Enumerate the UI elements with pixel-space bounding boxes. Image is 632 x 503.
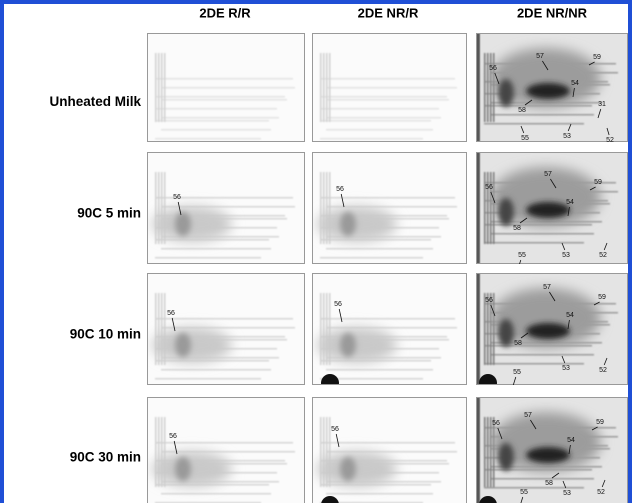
gel-panel: 56 57 59 54 58 55 53 52: [476, 273, 628, 392]
spot-label: 52: [599, 252, 607, 259]
gel-artifact: [479, 374, 497, 392]
spot-label: 59: [593, 54, 601, 61]
column-header: 2DE NR/NR: [517, 5, 588, 20]
row-label: 90C 10 min: [70, 327, 141, 342]
spot-label: 52: [599, 367, 607, 374]
spot-label: 53: [563, 133, 571, 140]
protein-cloud: [317, 206, 397, 242]
spot-label: 52: [597, 489, 605, 496]
spot-label: 55: [518, 252, 526, 259]
spot-label: 56: [485, 297, 493, 304]
gel-panel: 56 57 59 54 58 55 53 52: [476, 397, 628, 503]
spot-label: 52: [606, 137, 614, 144]
spot-label: 56: [169, 433, 177, 440]
figure-canvas: 2DE R/R2DE NR/R2DE NR/NRUnheated Milk565…: [0, 0, 632, 503]
spot-label: 56: [173, 194, 181, 201]
gel-background: [147, 397, 305, 503]
protein-spot: [498, 79, 514, 107]
gel-panel: 56: [312, 397, 467, 503]
gel-background: [147, 152, 305, 264]
gel-background: [312, 397, 467, 503]
spot-label: 56: [167, 310, 175, 317]
gel-background: [312, 273, 467, 385]
spot-label: 56: [336, 186, 344, 193]
spot-label: 58: [545, 480, 553, 487]
spot-label: 54: [566, 199, 574, 206]
spot-label: 53: [562, 365, 570, 372]
gel-panel: [147, 33, 305, 142]
spot-label: 56: [331, 426, 339, 433]
spot-label: 58: [518, 107, 526, 114]
spot-label: 56: [485, 184, 493, 191]
row-label: Unheated Milk: [49, 94, 141, 109]
gel-panel: 56: [147, 273, 305, 385]
protein-spot: [498, 443, 514, 471]
protein-spot: [340, 212, 356, 236]
protein-spot: [526, 323, 570, 339]
spot-label: 54: [571, 80, 579, 87]
protein-cloud: [317, 451, 397, 487]
gel-background: [312, 152, 467, 264]
gel-background: [147, 273, 305, 385]
protein-spot: [175, 457, 191, 481]
figure: 2DE R/R2DE NR/R2DE NR/NRUnheated Milk565…: [0, 0, 632, 503]
spot-label: 58: [514, 340, 522, 347]
spot-label: 57: [543, 284, 551, 291]
protein-spot: [340, 457, 356, 481]
protein-spot: [498, 198, 514, 226]
protein-spot: [526, 83, 570, 99]
spot-label: 55: [520, 489, 528, 496]
spot-label: 56: [492, 420, 500, 427]
gel-panel: 56: [312, 273, 467, 392]
spot-label: 59: [594, 179, 602, 186]
spot-label: 53: [562, 252, 570, 259]
spot-label: 56: [489, 65, 497, 72]
gel-panel: [312, 33, 467, 142]
gel-panel: 56: [147, 397, 305, 503]
row-label: 90C 5 min: [77, 206, 141, 221]
spot-label: 59: [598, 294, 606, 301]
protein-cloud: [152, 327, 232, 363]
spot-label: 54: [566, 312, 574, 319]
protein-spot: [498, 319, 514, 347]
protein-spot: [526, 447, 570, 463]
spot-label: 54: [567, 437, 575, 444]
gel-panel: 56: [312, 152, 467, 264]
spot-label: 55: [513, 369, 521, 376]
spot-label: 59: [596, 419, 604, 426]
gel-panel: 56 57 59 54 58 31 55 53 52: [476, 33, 628, 144]
protein-cloud: [317, 327, 397, 363]
spot-label: 57: [524, 412, 532, 419]
spot-label: 55: [521, 135, 529, 142]
column-header: 2DE R/R: [199, 5, 251, 20]
spot-label: 57: [544, 171, 552, 178]
spot-label: 58: [513, 225, 521, 232]
protein-cloud: [152, 206, 232, 242]
protein-spot: [175, 212, 191, 236]
protein-spot: [175, 333, 191, 357]
row-label: 90C 30 min: [70, 450, 141, 465]
spot-label: 53: [563, 490, 571, 497]
column-header: 2DE NR/R: [358, 5, 419, 20]
protein-spot: [340, 333, 356, 357]
spot-label: 57: [536, 53, 544, 60]
spot-label: 56: [334, 301, 342, 308]
gel-panel: 56 57 59 54 58 55 53 52: [476, 152, 628, 269]
protein-cloud: [152, 451, 232, 487]
spot-label: 31: [598, 101, 606, 108]
gel-panel: 56: [147, 152, 305, 264]
protein-spot: [526, 202, 570, 218]
gel-artifact: [321, 374, 339, 392]
